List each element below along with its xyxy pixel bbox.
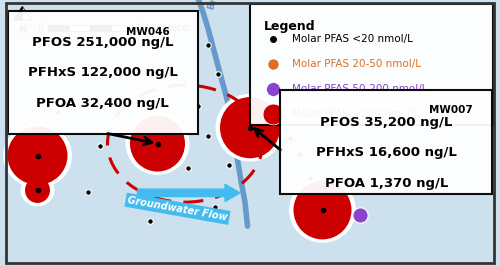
Bar bbox=[69, 25, 90, 31]
Bar bbox=[90, 25, 111, 31]
Ellipse shape bbox=[289, 178, 356, 243]
Text: Molar PFAS 20-50 nmol/L: Molar PFAS 20-50 nmol/L bbox=[292, 59, 422, 69]
FancyBboxPatch shape bbox=[250, 4, 492, 125]
Ellipse shape bbox=[3, 123, 72, 188]
Bar bbox=[48, 25, 69, 31]
FancyBboxPatch shape bbox=[280, 90, 492, 194]
Ellipse shape bbox=[8, 126, 68, 185]
Text: Molar PFAS <20 nmol/L: Molar PFAS <20 nmol/L bbox=[292, 34, 414, 44]
Text: PFOS 35,200 ng/L: PFOS 35,200 ng/L bbox=[320, 116, 452, 129]
Polygon shape bbox=[14, 7, 22, 20]
Text: 1 kilometer: 1 kilometer bbox=[136, 23, 192, 33]
Text: PFOA 1,370 ng/L: PFOA 1,370 ng/L bbox=[324, 177, 448, 190]
Bar bbox=[111, 25, 132, 31]
Text: Molar PFAS 50-200 nmol/L: Molar PFAS 50-200 nmol/L bbox=[292, 84, 428, 94]
FancyBboxPatch shape bbox=[8, 11, 198, 134]
FancyArrow shape bbox=[138, 184, 240, 202]
Ellipse shape bbox=[126, 112, 190, 175]
Ellipse shape bbox=[130, 116, 185, 172]
Ellipse shape bbox=[294, 181, 352, 239]
Text: Legend: Legend bbox=[264, 20, 315, 33]
Text: MW007: MW007 bbox=[429, 105, 472, 115]
Text: Molar PFAS >200 nmol/L: Molar PFAS >200 nmol/L bbox=[292, 109, 420, 119]
Ellipse shape bbox=[216, 94, 284, 162]
Polygon shape bbox=[22, 7, 32, 20]
Text: N: N bbox=[18, 25, 26, 35]
Text: PFHxS 16,600 ng/L: PFHxS 16,600 ng/L bbox=[316, 146, 456, 159]
Text: 0: 0 bbox=[38, 23, 44, 33]
Ellipse shape bbox=[20, 174, 54, 206]
Text: MW046: MW046 bbox=[126, 27, 170, 37]
Text: Groundwater Flow: Groundwater Flow bbox=[127, 195, 228, 223]
Text: PFOS 251,000 ng/L: PFOS 251,000 ng/L bbox=[32, 36, 174, 49]
Ellipse shape bbox=[25, 177, 50, 203]
Text: PFHxS 122,000 ng/L: PFHxS 122,000 ng/L bbox=[28, 66, 178, 80]
Ellipse shape bbox=[220, 97, 280, 158]
Text: PFOA 32,400 ng/L: PFOA 32,400 ng/L bbox=[36, 97, 169, 110]
Text: Bremer River: Bremer River bbox=[207, 0, 233, 11]
